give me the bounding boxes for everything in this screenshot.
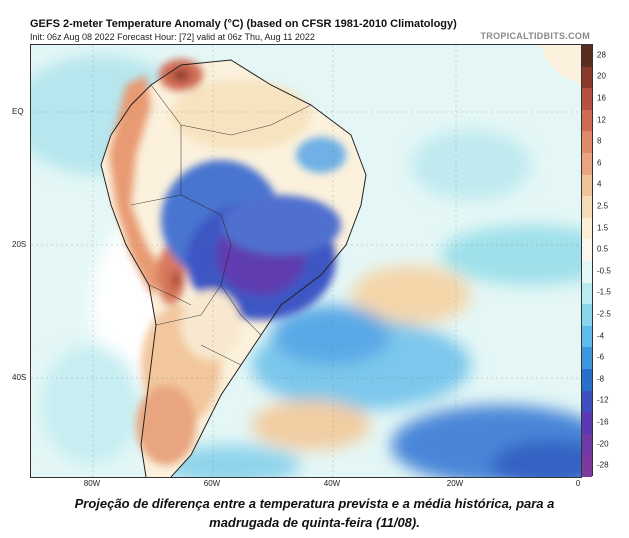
lat-label-eq: EQ [12, 107, 24, 116]
lon-label-40w: 40W [323, 479, 341, 488]
caption-line-1: Projeção de diferença entre a temperatur… [74, 496, 555, 511]
colorbar-tick-label: 0.5 [597, 244, 609, 254]
colorbar-segment [582, 131, 592, 154]
colorbar-segment [582, 109, 592, 132]
colorbar-tick-label: -28 [597, 460, 609, 470]
colorbar-tick-label: 16 [597, 93, 606, 103]
colorbar-segment [582, 282, 592, 305]
chart-header: GEFS 2-meter Temperature Anomaly (°C) (b… [30, 18, 590, 43]
colorbar-tick-label: 20 [597, 71, 606, 81]
source-credit: TROPICALTIDBITS.COM [480, 31, 590, 41]
colorbar-tick-label: 2.5 [597, 201, 609, 211]
lon-label-60w: 60W [203, 479, 221, 488]
colorbar-tick-label: 6 [597, 158, 602, 168]
anomaly-map [30, 44, 582, 478]
colorbar-segment [582, 325, 592, 348]
colorbar-tick-label: 1.5 [597, 223, 609, 233]
lon-label-20w: 20W [446, 479, 464, 488]
colorbar-tick-label: -1.5 [597, 287, 611, 297]
colorbar-segment [582, 390, 592, 413]
colorbar-segment [582, 153, 592, 176]
colorbar-tick-label: 8 [597, 136, 602, 146]
colorbar-tick-label: 12 [597, 115, 606, 125]
caption-line-2: madrugada de quinta-feira (11/08). [209, 515, 420, 530]
colorbar-segment [582, 455, 592, 478]
colorbar-tick-label: -8 [597, 374, 605, 384]
colorbar-tick-label: 28 [597, 50, 606, 60]
anomaly-map-svg [31, 45, 581, 477]
lat-label-20s: 20S [12, 240, 27, 249]
caption: Projeção de diferença entre a temperatur… [0, 494, 629, 532]
colorbar-tick-label: -4 [597, 331, 605, 341]
colorbar-segment [582, 217, 592, 240]
land-anomaly-fields [109, 59, 346, 465]
colorbar-tick-label: -12 [597, 395, 609, 405]
colorbar-segment [582, 412, 592, 435]
africa-landmass [541, 45, 581, 85]
colorbar-segment [582, 66, 592, 89]
colorbar-tick-label: -2.5 [597, 309, 611, 319]
lon-label-80w: 80W [83, 479, 101, 488]
colorbar-tick-label: -20 [597, 439, 609, 449]
lon-label-0: 0 [575, 479, 581, 488]
colorbar [581, 44, 593, 478]
colorbar-segment [582, 45, 592, 68]
colorbar-segment [582, 196, 592, 219]
colorbar-segment [582, 88, 592, 111]
graticule [31, 45, 581, 477]
map-title: GEFS 2-meter Temperature Anomaly (°C) (b… [30, 18, 457, 30]
colorbar-segment [582, 433, 592, 456]
colorbar-segment [582, 369, 592, 392]
colorbar-segment [582, 347, 592, 370]
ocean-anomaly-fields [31, 55, 581, 477]
lat-label-40s: 40S [12, 373, 27, 382]
colorbar-segment [582, 174, 592, 197]
colorbar-tick-label: -6 [597, 352, 605, 362]
colorbar-segment [582, 261, 592, 284]
colorbar-segment [582, 239, 592, 262]
colorbar-tick-label: -16 [597, 417, 609, 427]
colorbar-segment [582, 304, 592, 327]
colorbar-tick-label: -0.5 [597, 266, 611, 276]
forecast-info: Init: 06z Aug 08 2022 Forecast Hour: [72… [30, 32, 315, 42]
colorbar-tick-label: 4 [597, 179, 602, 189]
